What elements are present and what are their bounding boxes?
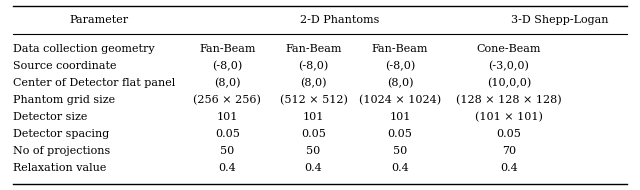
Text: 0.4: 0.4: [500, 163, 518, 173]
Text: 2-D Phantoms: 2-D Phantoms: [300, 15, 379, 25]
Text: 0.05: 0.05: [497, 129, 521, 139]
Text: (-8,0): (-8,0): [212, 61, 243, 71]
Text: Fan-Beam: Fan-Beam: [285, 44, 342, 54]
Text: (8,0): (8,0): [214, 78, 241, 88]
Text: Relaxation value: Relaxation value: [13, 163, 106, 173]
Text: Source coordinate: Source coordinate: [13, 61, 116, 71]
Text: Cone-Beam: Cone-Beam: [477, 44, 541, 54]
Text: (256 × 256): (256 × 256): [193, 95, 261, 105]
Text: Data collection geometry: Data collection geometry: [13, 44, 154, 54]
Text: (-8,0): (-8,0): [298, 61, 329, 71]
Text: (-3,0,0): (-3,0,0): [488, 61, 529, 71]
Text: Parameter: Parameter: [70, 15, 129, 25]
Text: 50: 50: [220, 146, 234, 156]
Text: 0.05: 0.05: [301, 129, 326, 139]
Text: (8,0): (8,0): [300, 78, 327, 88]
Text: 101: 101: [389, 112, 411, 122]
Text: 50: 50: [393, 146, 407, 156]
Text: (10,0,0): (10,0,0): [486, 78, 531, 88]
Text: 0.05: 0.05: [388, 129, 412, 139]
Text: 101: 101: [216, 112, 238, 122]
Text: (101 × 101): (101 × 101): [475, 112, 543, 122]
Text: No of projections: No of projections: [13, 146, 110, 156]
Text: Phantom grid size: Phantom grid size: [13, 95, 115, 105]
Text: 0.05: 0.05: [215, 129, 239, 139]
Text: Detector spacing: Detector spacing: [13, 129, 109, 139]
Text: 3-D Shepp-Logan: 3-D Shepp-Logan: [511, 15, 609, 25]
Text: Detector size: Detector size: [13, 112, 87, 122]
Text: 0.4: 0.4: [391, 163, 409, 173]
Text: (128 × 128 × 128): (128 × 128 × 128): [456, 95, 562, 105]
Text: Fan-Beam: Fan-Beam: [199, 44, 255, 54]
Text: 0.4: 0.4: [305, 163, 323, 173]
Text: 101: 101: [303, 112, 324, 122]
Text: (512 × 512): (512 × 512): [280, 95, 348, 105]
Text: 70: 70: [502, 146, 516, 156]
Text: Center of Detector flat panel: Center of Detector flat panel: [13, 78, 175, 88]
Text: (8,0): (8,0): [387, 78, 413, 88]
Text: (-8,0): (-8,0): [385, 61, 415, 71]
Text: 0.4: 0.4: [218, 163, 236, 173]
Text: (1024 × 1024): (1024 × 1024): [359, 95, 441, 105]
Text: Fan-Beam: Fan-Beam: [372, 44, 428, 54]
Text: 50: 50: [307, 146, 321, 156]
